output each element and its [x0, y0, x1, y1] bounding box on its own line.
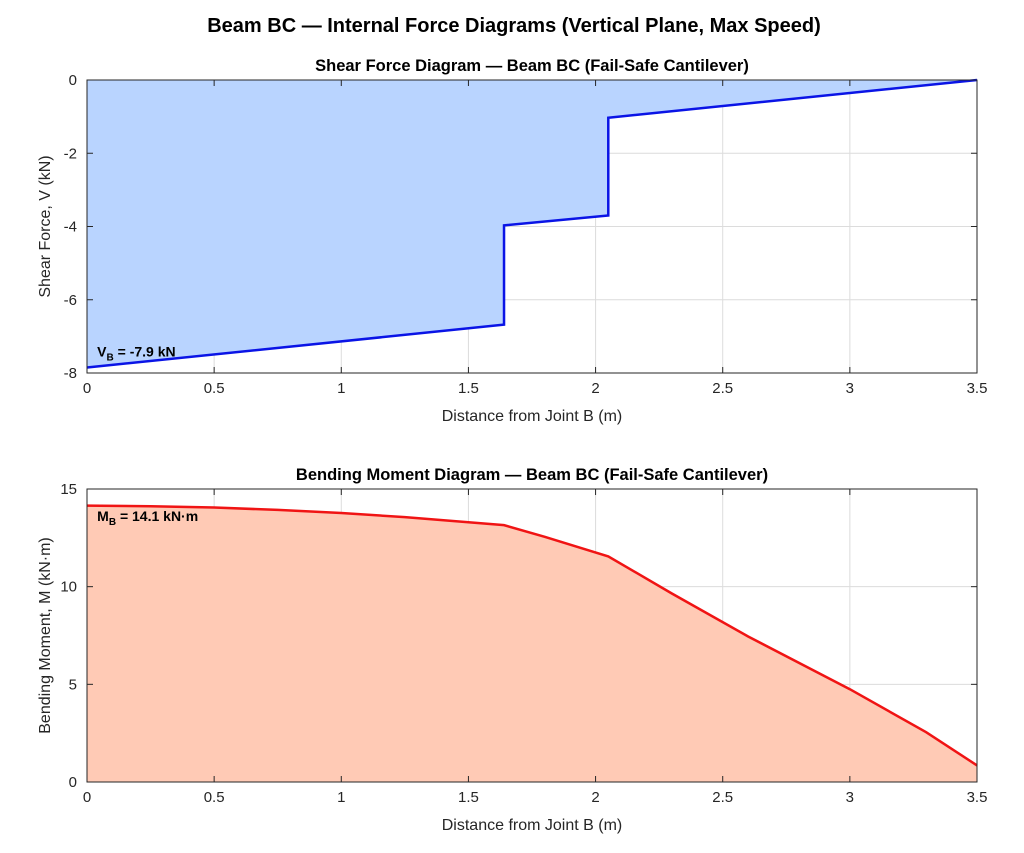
moment-x-tick-label-2: 1	[337, 789, 345, 806]
moment-fill-area	[87, 505, 977, 782]
shear-x-tick-label-0: 0	[83, 380, 91, 397]
moment-y-tick-label-0: 0	[69, 774, 77, 791]
shear-x-tick-label-6: 3	[846, 380, 854, 397]
moment-x-tick-label-4: 2	[591, 789, 599, 806]
moment-x-tick-label-1: 0.5	[204, 789, 225, 806]
moment-x-tick-label-5: 2.5	[712, 789, 733, 806]
shear-y-tick-label-2: -4	[64, 219, 77, 236]
moment-chart-title: Bending Moment Diagram — Beam BC (Fail-S…	[296, 466, 768, 484]
shear-ticks: 0 0.5 1 1.5 2 2.5 3 3.5 -8 -6 -4 -2 0	[64, 72, 988, 397]
moment-ticks: 0 0.5 1 1.5 2 2.5 3 3.5 0 5 10 15	[60, 481, 987, 806]
shear-x-tick-label-1: 0.5	[204, 380, 225, 397]
moment-x-tick-label-7: 3.5	[967, 789, 988, 806]
bending-moment-axes: 0 0.5 1 1.5 2 2.5 3 3.5 0 5 10 15 Bending Moment Di…	[37, 466, 987, 834]
moment-y-tick-label-3: 15	[60, 481, 77, 498]
figure-suptitle: Beam BC — Internal Force Diagrams (Verti…	[207, 15, 821, 37]
shear-chart-title: Shear Force Diagram — Beam BC (Fail-Safe…	[315, 57, 749, 75]
shear-x-tick-label-5: 2.5	[712, 380, 733, 397]
moment-series-line	[86, 504, 978, 767]
moment-x-axis-label: Distance from Joint B (m)	[442, 817, 622, 834]
moment-x-tick-label-0: 0	[83, 789, 91, 806]
shear-x-tick-label-2: 1	[337, 380, 345, 397]
shear-x-axis-label: Distance from Joint B (m)	[442, 408, 622, 425]
shear-y-tick-label-4: 0	[69, 72, 77, 89]
shear-x-tick-label-4: 2	[591, 380, 599, 397]
shear-y-axis-label: Shear Force, V (kN)	[37, 155, 54, 297]
moment-y-tick-label-1: 5	[69, 676, 77, 693]
shear-fill-area	[87, 80, 977, 368]
shear-x-tick-label-3: 1.5	[458, 380, 479, 397]
moment-y-tick-label-2: 10	[60, 579, 77, 596]
shear-x-tick-label-7: 3.5	[967, 380, 988, 397]
shear-y-tick-label-3: -2	[64, 145, 77, 162]
shear-series-line	[86, 78, 978, 369]
shear-y-tick-label-1: -6	[64, 292, 77, 309]
moment-y-axis-label: Bending Moment, M (kN·m)	[37, 537, 54, 734]
shear-y-tick-label-0: -8	[64, 365, 77, 382]
moment-annotation-mb: MB = 14.1 kN·m	[97, 508, 198, 528]
shear-force-axes: 0 0.5 1 1.5 2 2.5 3 3.5 -8 -6 -4 -2 0 Shear Force Di…	[37, 57, 987, 425]
moment-axes-box	[86, 488, 978, 783]
moment-x-tick-label-6: 3	[846, 789, 854, 806]
moment-x-tick-label-3: 1.5	[458, 789, 479, 806]
shear-annotation-vb: VB = -7.9 kN	[97, 344, 175, 364]
